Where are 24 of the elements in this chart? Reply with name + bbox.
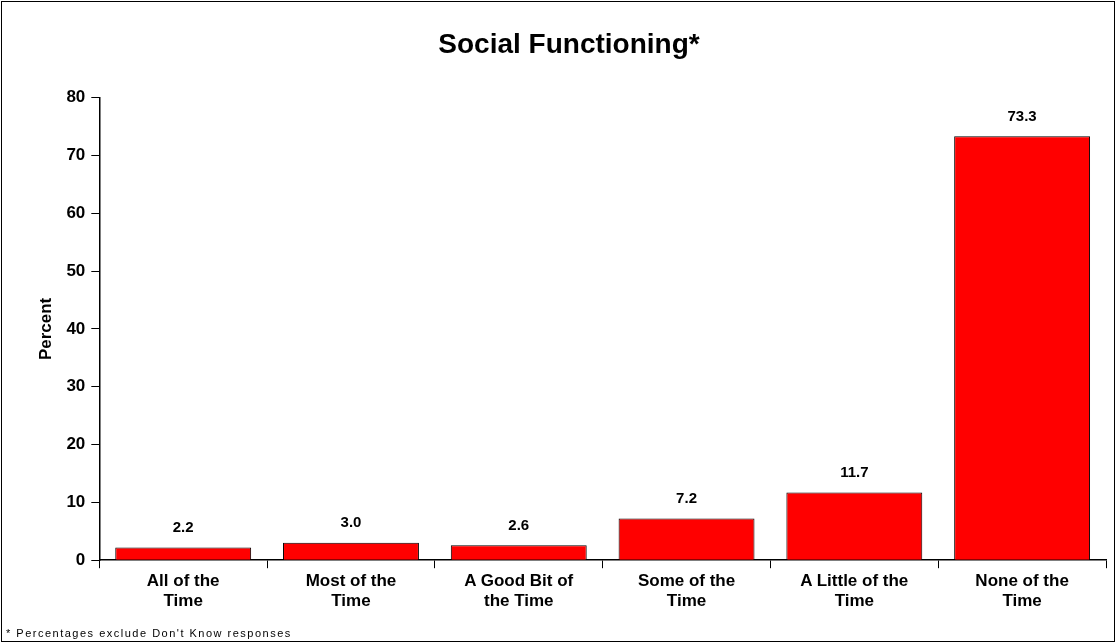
data-label: 11.7 (840, 463, 869, 481)
y-tick-label: 30 (66, 376, 86, 396)
y-tick-label: 40 (66, 318, 86, 338)
x-tick-label: A Good Bit of the Time (464, 571, 574, 611)
data-label: 73.3 (1007, 106, 1037, 124)
text: * Percentages exclude Don't Know responses (6, 626, 292, 639)
y-tick-label: 60 (66, 202, 86, 222)
data-label: 7.2 (676, 489, 697, 507)
x-tick-label: Some of the Time (637, 571, 736, 611)
y-tick-label: 50 (66, 260, 86, 280)
x-tick-label: A Little of the Time (800, 571, 909, 611)
x-tick-label: Most of the Time (305, 571, 397, 611)
chart-title: Social Functioning* (438, 27, 700, 59)
y-tick-label: 70 (66, 145, 86, 165)
y-tick-label: 0 (75, 549, 86, 569)
y-tick-label: 10 (66, 492, 86, 512)
y-tick-label: 80 (66, 87, 86, 107)
data-label: 3.0 (340, 513, 362, 531)
x-tick-label: All of the Time (146, 571, 220, 611)
data-label: 2.2 (172, 518, 194, 536)
x-tick-label: None of the Time (975, 571, 1069, 611)
data-label: 2.6 (508, 515, 530, 533)
y-tick-label: 20 (66, 434, 86, 454)
y-axis-title: Percent (35, 297, 55, 361)
